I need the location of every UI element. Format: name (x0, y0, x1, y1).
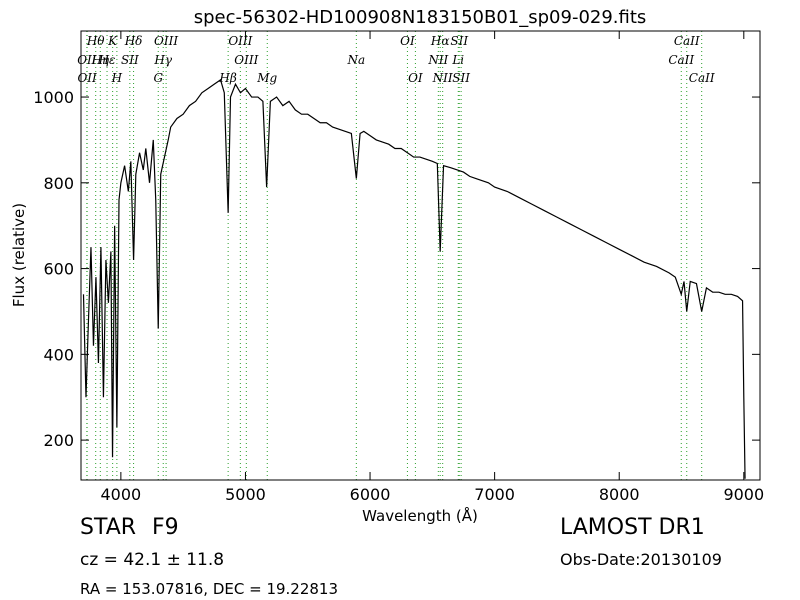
spectral-line-label: CaII (689, 71, 715, 85)
plot-frame (80, 30, 761, 481)
spectral-line-label: OI (408, 71, 423, 85)
spectral-line-label: Na (347, 53, 366, 67)
y-tick-label: 1000 (33, 88, 74, 107)
spectral-line-label: OIII (228, 34, 252, 48)
spectral-line-label: H (111, 71, 123, 85)
spectral-line-label: Hβ (218, 71, 236, 85)
spectral-line-label: OIII (154, 34, 178, 48)
spectral-line-label: NII (432, 71, 453, 85)
x-tick-label: 7000 (474, 485, 515, 504)
y-tick-label: 600 (43, 260, 74, 279)
cz: cz = 42.1 ± 11.8 (80, 550, 224, 570)
spectral-line-label: Hγ (153, 53, 172, 67)
spectral-line-label: Li (451, 53, 464, 67)
spectral-line-label: G (153, 71, 163, 85)
spectrum-line (82, 78, 746, 479)
x-tick-label: 6000 (350, 485, 391, 504)
spectral-line-label: Hδ (124, 34, 143, 48)
spectral-line-label: CaII (674, 34, 700, 48)
spectral-line-label: Hη (90, 53, 109, 67)
subclass: F9 (152, 515, 179, 540)
spectral-line-label: NII (427, 53, 448, 67)
class: STAR (80, 515, 136, 540)
spectral-line-label: Hθ (86, 34, 105, 48)
y-tick-label: 200 (43, 431, 74, 450)
survey: LAMOST DR1 (560, 515, 705, 540)
spectral-line-label: K (107, 34, 118, 48)
coords: RA = 153.07816, DEC = 19.22813 (80, 580, 338, 598)
spectral-line-label: SII (452, 71, 470, 85)
x-tick-label: 8000 (599, 485, 640, 504)
x-axis-label: Wavelength (Å) (362, 506, 478, 525)
y-tick-label: 400 (43, 345, 74, 364)
chart-title: spec-56302-HD100908N183150B01_sp09-029.f… (194, 7, 647, 28)
x-tick-label: 5000 (225, 485, 266, 504)
spectral-line-label: OI (400, 34, 415, 48)
spectral-line-label: Hα (430, 34, 450, 48)
spectral-line-label: CaII (668, 53, 694, 67)
x-tick-label: 9000 (723, 485, 764, 504)
obs-date: Obs-Date:20130109 (560, 550, 722, 569)
x-tick-label: 4000 (101, 485, 142, 504)
spectral-line-label: OII (77, 71, 97, 85)
y-tick-label: 800 (43, 174, 74, 193)
y-axis-label: Flux (relative) (10, 203, 28, 307)
spectral-line-label: SII (450, 34, 468, 48)
spectral-line-label: Hε (98, 53, 116, 67)
spectral-line-label: Mg (256, 71, 277, 85)
spectral-line-label: SII (121, 53, 139, 67)
spectral-line-label: OIII (234, 53, 258, 67)
